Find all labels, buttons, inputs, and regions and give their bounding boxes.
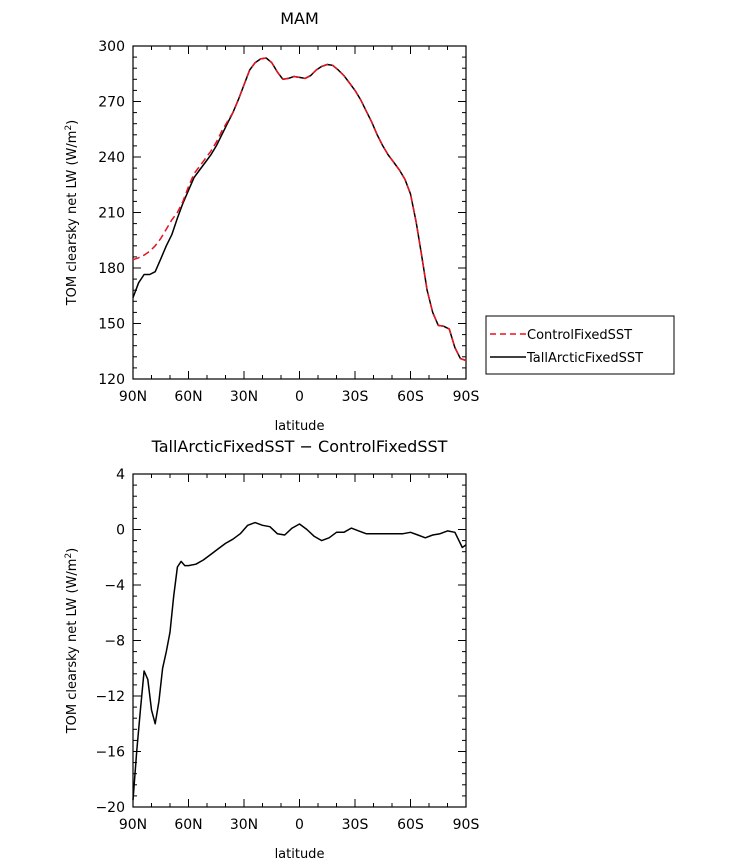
chart-title: MAM — [280, 9, 319, 28]
x-tick-label: 30S — [342, 817, 369, 833]
y-tick-label: −12 — [95, 689, 125, 705]
x-tick-label: 90N — [119, 389, 147, 405]
y-tick-label: 240 — [98, 150, 125, 166]
x-tick-label: 30N — [230, 389, 258, 405]
series-line-0-1 — [132, 57, 467, 362]
y-tick-label: 300 — [98, 39, 125, 55]
legend-box — [485, 315, 675, 375]
y-tick-label: −20 — [95, 800, 125, 816]
legend: ControlFixedSST TallArcticFixedSST — [485, 315, 675, 375]
y-tick-label: 4 — [116, 467, 125, 483]
series-line-0-0 — [132, 57, 467, 362]
x-axis-label: latitude — [275, 847, 325, 862]
y-tick-label: 210 — [98, 206, 125, 222]
y-axis-label: TOM clearsky net LW (W/m2) — [64, 120, 80, 307]
x-tick-label: 0 — [295, 389, 304, 405]
y-tick-label: 270 — [98, 95, 125, 111]
series-line-1-0 — [132, 521, 467, 801]
x-tick-label: 30N — [230, 817, 258, 833]
x-tick-label: 0 — [295, 817, 304, 833]
y-axis-label: TOM clearsky net LW (W/m2) — [64, 548, 80, 735]
y-tick-label: 120 — [98, 372, 125, 388]
x-tick-label: 30S — [342, 389, 369, 405]
y-tick-label: −16 — [95, 745, 125, 761]
plot-frame — [132, 45, 467, 380]
y-tick-label: −8 — [104, 634, 125, 650]
panel-bottom-chart: TallArcticFixedSST − ControlFixedSST 90N 6… — [64, 437, 479, 862]
panel-top-chart: MAM 90N 60N 30N 0 30S 60S 90S 120 150 180 210 240 270… — [64, 9, 479, 434]
y-tick-label: −4 — [104, 578, 125, 594]
x-tick-label: 90S — [453, 389, 480, 405]
x-tick-label: 90S — [453, 817, 480, 833]
chart-title: TallArcticFixedSST − ControlFixedSST — [151, 437, 448, 456]
legend-label-tallarctic: TallArcticFixedSST — [526, 351, 643, 366]
x-tick-label: 60N — [174, 817, 202, 833]
x-axis-label: latitude — [275, 419, 325, 434]
y-tick-label: 150 — [98, 317, 125, 333]
x-tick-label: 60S — [397, 389, 424, 405]
y-tick-label: 180 — [98, 261, 125, 277]
x-tick-label: 60S — [397, 817, 424, 833]
x-tick-label: 60N — [174, 389, 202, 405]
y-tick-label: 0 — [116, 523, 125, 539]
legend-label-control: ControlFixedSST — [527, 328, 632, 343]
x-tick-label: 90N — [119, 817, 147, 833]
